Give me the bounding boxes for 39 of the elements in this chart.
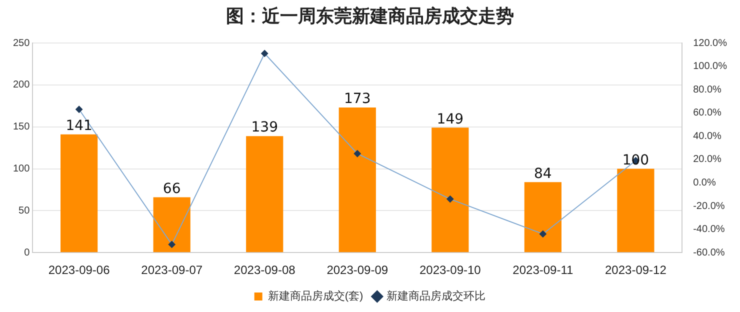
x-tick-label: 2023-09-12 [605,263,667,278]
y-tick-label: 250 [12,38,30,49]
y2-tick-label: -40.0% [693,224,725,236]
data-label: 66 [162,180,181,197]
y2-tick-label: 60.0% [693,108,722,119]
x-tick-label: 2023-09-08 [234,263,296,278]
x-tick-label: 2023-09-11 [512,263,574,278]
y-tick-label: 150 [12,122,30,133]
bar [617,168,654,252]
bar [153,197,190,252]
y-tick-label: 50 [18,205,30,216]
y2-tick-label: 80.0% [693,84,722,96]
data-label: 149 [436,111,464,128]
y2-tick-label: -60.0% [693,247,725,258]
bar [246,136,284,252]
x-tick-label: 2023-09-09 [326,263,388,278]
y2-tick-label: 40.0% [693,130,722,142]
chart-title: 图：近一周东莞新建商品房成交走势 [225,5,515,29]
data-label: 141 [66,118,92,134]
y2-tick-label: 100.0% [693,61,728,72]
data-label: 173 [344,91,371,108]
legend-label: 新建商品房成交环比 [386,290,486,303]
x-tick-label: 2023-09-07 [141,263,203,278]
y-tick-label: 200 [12,80,30,91]
y2-tick-label: 120.0% [693,38,728,49]
y2-tick-label: -20.0% [693,200,725,212]
data-label: 84 [534,166,552,182]
y2-tick-label: 0.0% [693,177,716,188]
y2-tick-label: 20.0% [693,154,722,166]
legend-label: 新建商品房成交(套) [268,290,364,303]
bar [524,182,562,252]
x-tick-label: 2023-09-06 [48,263,110,278]
data-label: 139 [251,120,278,136]
x-tick-label: 2023-09-10 [419,263,482,278]
bar [432,128,469,252]
bar [60,134,98,252]
y-tick-label: 100 [12,164,30,175]
y-tick-label: 0 [24,247,30,258]
bar [338,108,376,252]
